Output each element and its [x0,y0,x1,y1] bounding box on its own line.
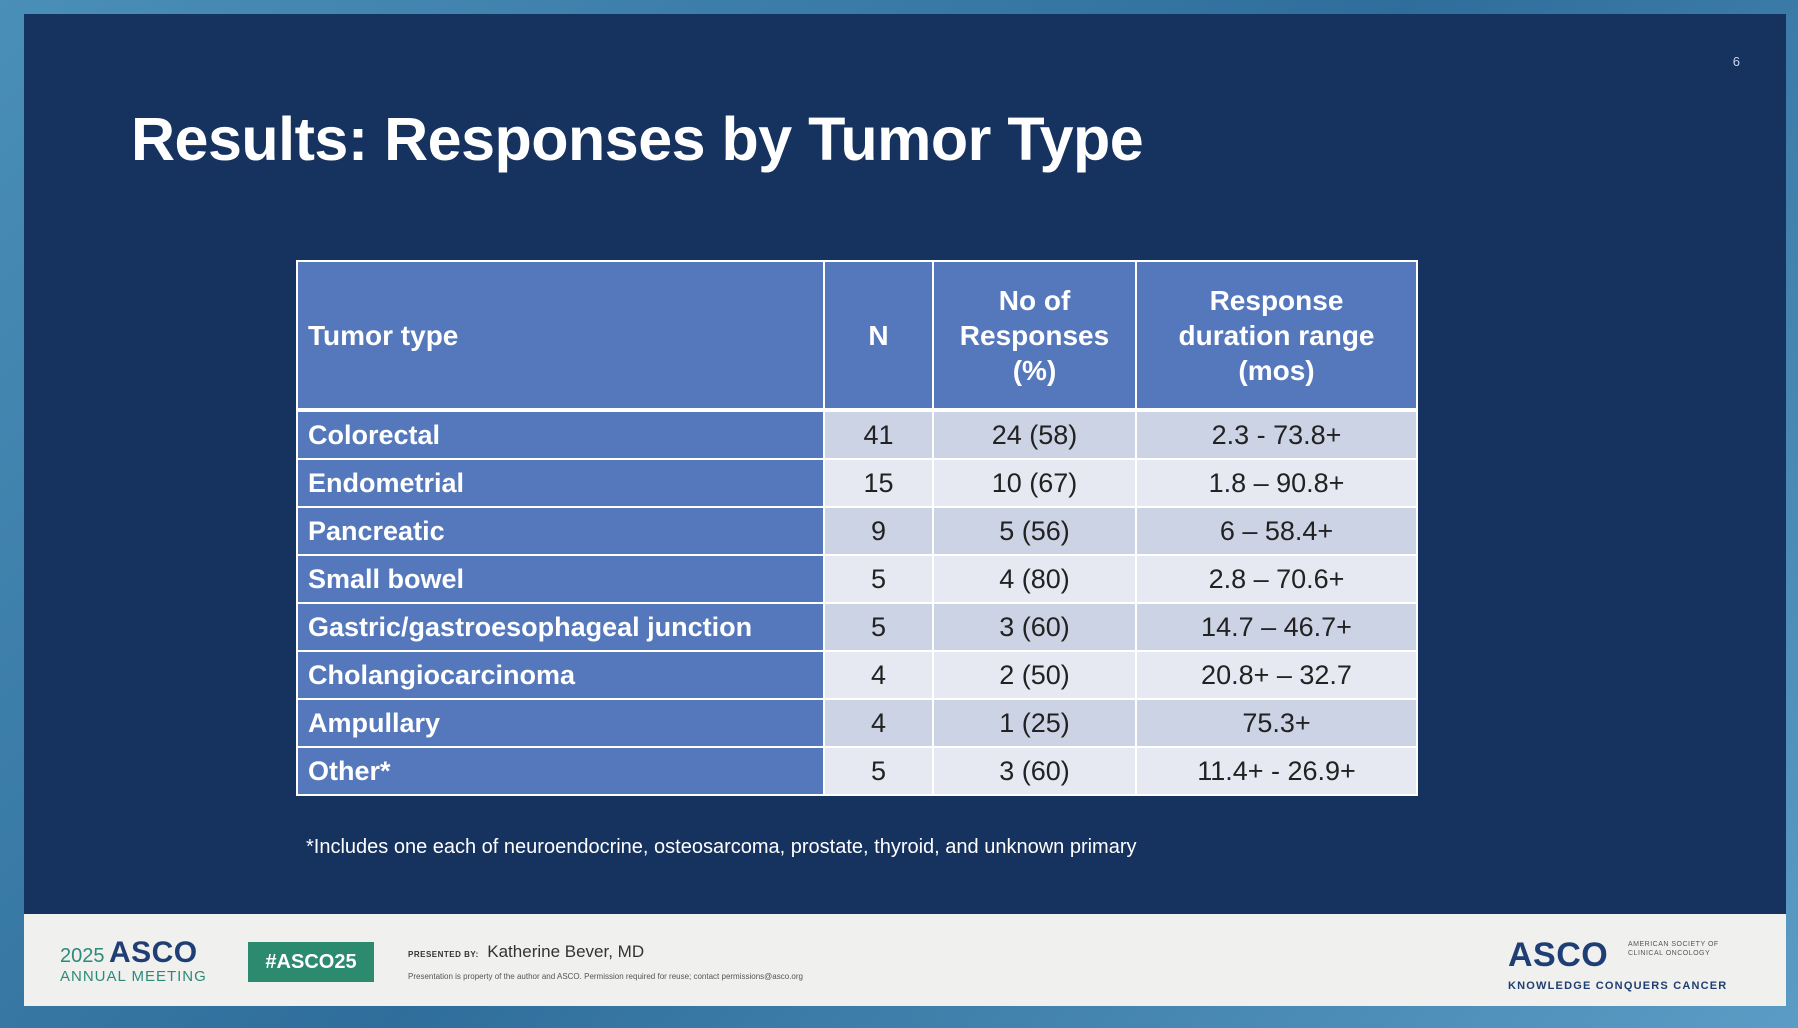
duration-cell: 2.8 – 70.6+ [1135,554,1418,604]
org-logo-text: ASCO [1508,936,1609,974]
n-cell: 5 [823,554,934,604]
duration-cell: 11.4+ - 26.9+ [1135,746,1418,796]
tumor-type-cell: Cholangiocarcinoma [296,650,825,700]
header-duration-line: (mos) [1238,354,1315,386]
n-cell: 41 [823,409,934,460]
table-footnote: *Includes one each of neuroendocrine, os… [306,836,1137,858]
page-number: 6 [1732,54,1740,69]
tumor-type-cell: Gastric/gastroesophageal junction [296,602,825,652]
header-responses-line: Responses [959,319,1110,351]
responses-cell: 2 (50) [932,650,1137,700]
responses-cell: 10 (67) [932,458,1137,508]
meeting-sub: ANNUAL MEETING [60,968,207,985]
duration-cell: 14.7 – 46.7+ [1135,602,1418,652]
disclaimer-text: Presentation is property of the author a… [408,972,803,981]
results-table: Tumor type N No of Responses (%) Respons… [296,260,1418,796]
org-full-name: AMERICAN SOCIETY OF CLINICAL ONCOLOGY [1628,941,1719,957]
duration-cell: 75.3+ [1135,698,1418,748]
table-row: Colorectal 41 24 (58) 2.3 - 73.8+ [296,409,1418,460]
tumor-type-cell: Ampullary [296,698,825,748]
slide: 6 Results: Responses by Tumor Type Tumor… [24,14,1786,914]
header-tumor-type: Tumor type [296,260,825,411]
tumor-type-cell: Colorectal [296,409,825,460]
tumor-type-cell: Other* [296,746,825,796]
n-cell: 15 [823,458,934,508]
table-row: Gastric/gastroesophageal junction 5 3 (6… [296,602,1418,652]
table-row: Ampullary 4 1 (25) 75.3+ [296,698,1418,748]
n-cell: 5 [823,746,934,796]
tumor-type-cell: Small bowel [296,554,825,604]
presenter-info: PRESENTED BY: Katherine Bever, MD Presen… [408,942,803,981]
header-responses-line: (%) [1012,354,1057,386]
slide-footer: 2025 ASCO ANNUAL MEETING #ASCO25 PRESENT… [24,914,1786,1006]
n-cell: 4 [823,698,934,748]
table-row: Pancreatic 9 5 (56) 6 – 58.4+ [296,506,1418,556]
responses-cell: 3 (60) [932,602,1137,652]
header-duration-line: duration range [1178,319,1375,351]
table-row: Other* 5 3 (60) 11.4+ - 26.9+ [296,746,1418,796]
org-tagline: KNOWLEDGE CONQUERS CANCER [1508,980,1728,992]
responses-cell: 5 (56) [932,506,1137,556]
tumor-type-cell: Pancreatic [296,506,825,556]
duration-cell: 1.8 – 90.8+ [1135,458,1418,508]
responses-cell: 3 (60) [932,746,1137,796]
hashtag-badge: #ASCO25 [248,942,374,982]
responses-cell: 1 (25) [932,698,1137,748]
n-cell: 5 [823,602,934,652]
meeting-year: 2025 [60,945,105,967]
slide-title: Results: Responses by Tumor Type [131,105,1144,173]
presenter-name: Katherine Bever, MD [487,942,645,961]
table-row: Endometrial 15 10 (67) 1.8 – 90.8+ [296,458,1418,508]
asco-annual-meeting-logo: 2025 ASCO ANNUAL MEETING [60,936,207,985]
n-cell: 9 [823,506,934,556]
header-duration: Response duration range (mos) [1135,260,1418,411]
meeting-name: ASCO [108,936,198,969]
duration-cell: 2.3 - 73.8+ [1135,409,1418,460]
presented-by-label: PRESENTED BY: [408,950,479,959]
table-row: Cholangiocarcinoma 4 2 (50) 20.8+ – 32.7 [296,650,1418,700]
header-n: N [823,260,934,411]
table-row: Small bowel 5 4 (80) 2.8 – 70.6+ [296,554,1418,604]
header-responses-line: No of [998,284,1071,316]
header-duration-line: Response [1209,284,1344,316]
responses-cell: 24 (58) [932,409,1137,460]
responses-cell: 4 (80) [932,554,1137,604]
header-responses: No of Responses (%) [932,260,1137,411]
tumor-type-cell: Endometrial [296,458,825,508]
n-cell: 4 [823,650,934,700]
table-header-row: Tumor type N No of Responses (%) Respons… [296,260,1418,411]
duration-cell: 6 – 58.4+ [1135,506,1418,556]
duration-cell: 20.8+ – 32.7 [1135,650,1418,700]
